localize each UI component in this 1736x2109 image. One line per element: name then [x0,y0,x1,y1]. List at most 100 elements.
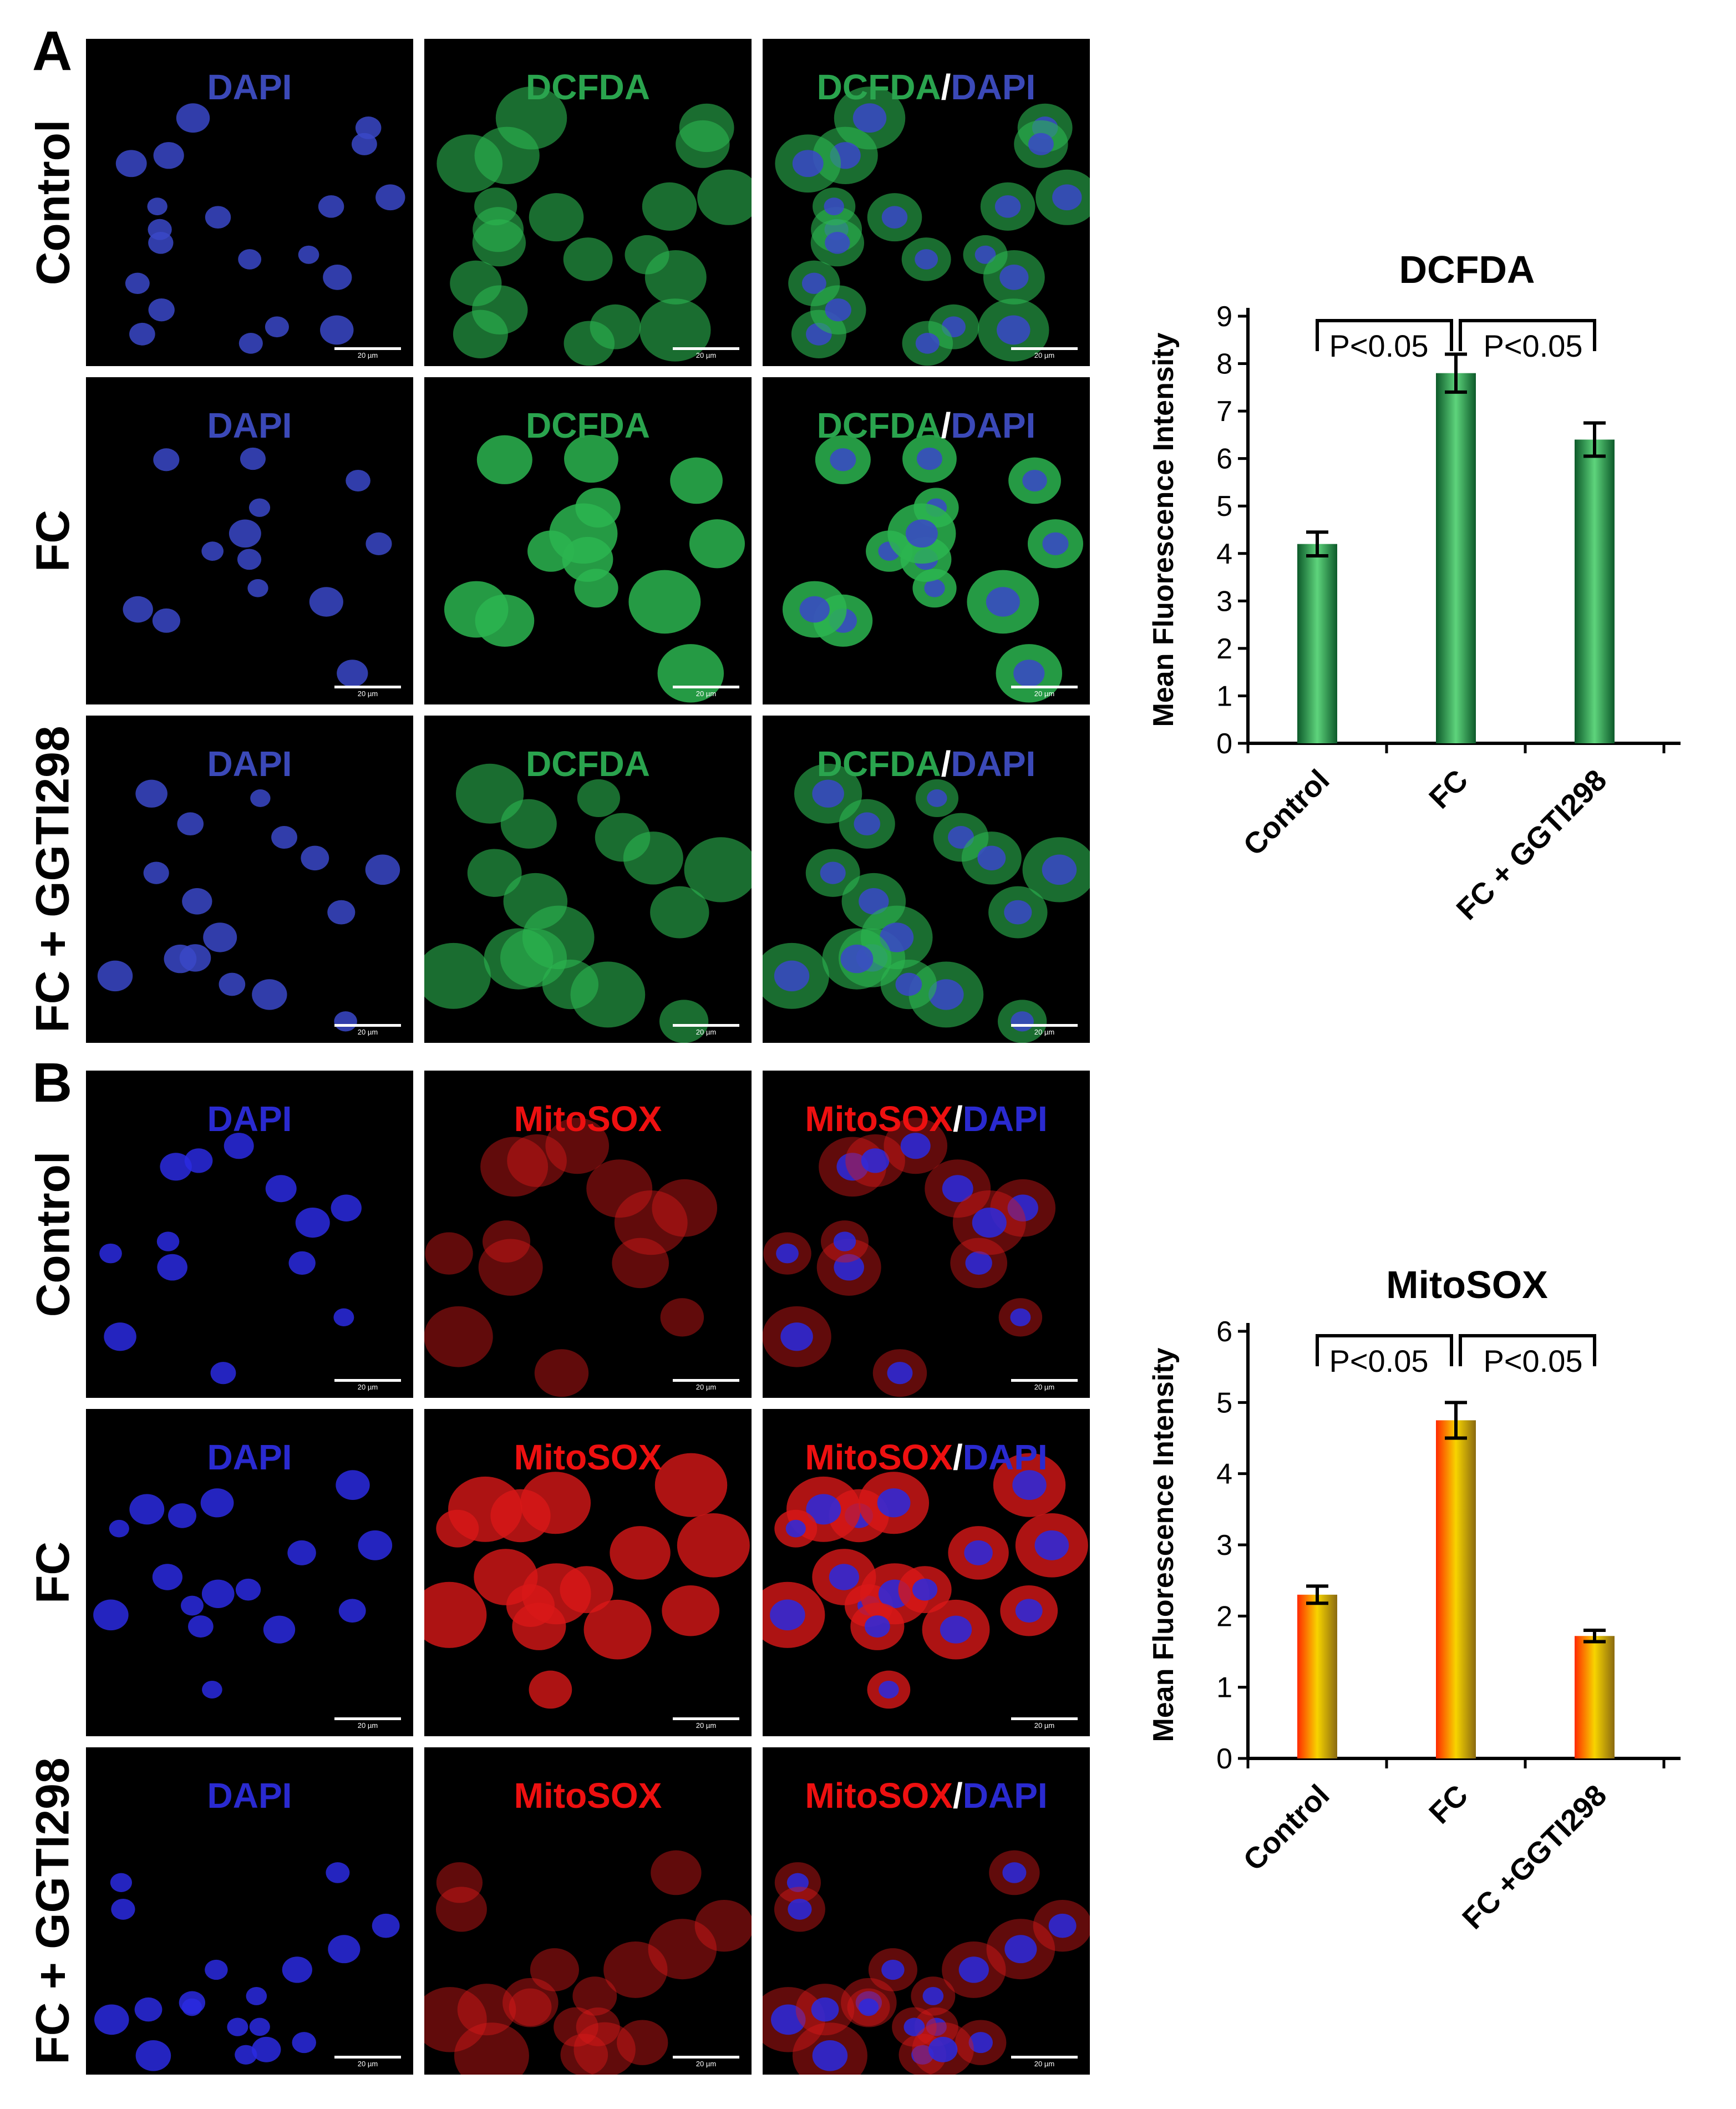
significance-label: P<0.05 [1329,328,1428,363]
channel-label-part: MitoSOX [805,1776,953,1816]
cell-image [123,447,392,687]
micrograph-tile: DCFDA/DAPI 20 µm [763,377,1090,704]
channel-label-part: MitoSOX [805,1437,953,1477]
scale-bar-text: 20 µm [1034,1028,1055,1036]
chart-title: DCFDA [1399,248,1535,291]
significance-bracket [1459,319,1596,351]
channel-label: DCFDA [424,67,752,108]
scale-bar-line [1011,1379,1078,1382]
y-tick-label: 0 [1216,728,1232,760]
channel-label: MitoSOX/DAPI [763,1437,1090,1478]
channel-label-part: DCFDA [526,744,650,784]
micrograph-tile: MitoSOX/DAPI 20 µm [763,1747,1090,2075]
cell-image [763,763,1090,1043]
scale-bar-line [334,347,401,350]
scale-bar-line [334,2056,401,2059]
significance-label: P<0.05 [1483,328,1582,363]
scale-bar-text: 20 µm [357,1721,378,1730]
bar [1297,544,1337,743]
scale-bar-line [334,1717,401,1720]
channel-label-part: DAPI [962,1099,1048,1139]
y-tick-label: 0 [1216,1743,1232,1775]
scale-bar-text: 20 µm [357,1383,378,1391]
scale-bar-line [334,1379,401,1382]
channel-label: DCFDA [424,405,752,446]
channel-label: MitoSOX/DAPI [763,1098,1090,1139]
panel-letter-a: A [32,20,73,82]
scale-bar-line [1011,2056,1078,2059]
significance-bracket [1316,1334,1453,1366]
cell-image [763,1850,1090,2075]
cell-image [94,1862,400,2071]
y-tick-label: 7 [1216,396,1232,428]
channel-label: MitoSOX [424,1098,752,1139]
micrograph-tile: DCFDA 20 µm [424,39,752,366]
scale-bar-line [334,686,401,688]
bar [1436,1420,1476,1758]
chart-0: DCFDA Mean Fluorescence Intensity 0 1 2 3 4 5 6 7… [1148,248,1681,926]
y-axis-label: Mean Fluorescence Intensity [1148,1347,1180,1742]
scale-bar: 20 µm [334,686,401,698]
significance-bracket [1316,319,1453,351]
cell-image [93,1470,393,1699]
cell-image [115,103,405,354]
significance-label: P<0.05 [1483,1344,1582,1378]
channel-label-part: DAPI [207,405,292,445]
channel-label-part: MitoSOX [514,1776,662,1816]
scale-bar-line [1011,686,1078,688]
channel-label-part: DAPI [962,1776,1048,1816]
channel-label-part: DAPI [951,67,1036,107]
scale-bar: 20 µm [673,2056,739,2068]
row-label: Control [27,1151,79,1317]
y-tick-label: 9 [1216,301,1232,333]
channel-label-part: DCFDA [816,744,941,784]
scale-bar: 20 µm [1011,1024,1078,1036]
x-tick-label: FC [1423,763,1474,815]
x-tick-label: Control [1237,1778,1336,1877]
channel-label-part: DAPI [951,405,1036,445]
cell-image [763,1118,1056,1397]
y-tick-label: 4 [1216,538,1232,570]
scale-bar-line [1011,347,1078,350]
channel-label: DAPI [86,67,413,108]
channel-label-part: DAPI [951,744,1036,784]
scale-bar-text: 20 µm [696,1028,717,1036]
scale-bar-text: 20 µm [357,2060,378,2068]
x-tick-label: FC +GGTI298 [1456,1778,1613,1935]
scale-bar: 20 µm [673,1379,739,1391]
scale-bar-text: 20 µm [357,1028,378,1036]
channel-label-part: / [952,1776,963,1816]
micrograph-tile: DAPI 20 µm [86,1747,413,2075]
channel-label: DAPI [86,1098,413,1139]
scale-bar: 20 µm [334,2056,401,2068]
channel-label-part: / [952,1437,963,1477]
cell-image [444,434,745,703]
scale-bar-text: 20 µm [696,2060,717,2068]
cell-image [424,763,752,1043]
channel-label: DAPI [86,743,413,784]
cell-image [99,1133,362,1385]
channel-label-part: DAPI [207,67,292,107]
scale-bar: 20 µm [1011,2056,1078,2068]
cell-image [782,434,1083,703]
channel-label: MitoSOX [424,1437,752,1478]
scale-bar-text: 20 µm [1034,690,1055,698]
channel-label-part: DCFDA [526,405,650,445]
channel-label-part: DAPI [207,744,292,784]
cell-image [424,1850,752,2075]
y-tick-label: 3 [1216,1529,1232,1562]
row-label: FC + GGTI298 [27,1757,79,2065]
micrograph-tile: MitoSOX 20 µm [424,1409,752,1736]
micrograph-tile: DAPI 20 µm [86,716,413,1043]
scale-bar: 20 µm [673,347,739,359]
channel-label-part: DAPI [962,1437,1048,1477]
bar [1575,1636,1615,1758]
scale-bar: 20 µm [673,1717,739,1730]
scale-bar-line [673,2056,739,2059]
y-tick-label: 1 [1216,1672,1232,1704]
chart-title: MitoSOX [1386,1263,1548,1306]
micrograph-tile: DAPI 20 µm [86,39,413,366]
channel-label: DCFDA [424,743,752,784]
channel-label-part: / [941,405,951,445]
scale-bar: 20 µm [1011,1717,1078,1730]
